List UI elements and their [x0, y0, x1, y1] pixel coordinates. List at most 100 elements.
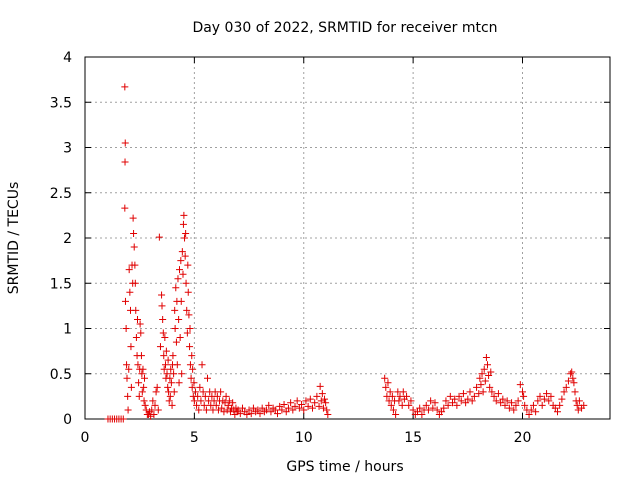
data-point: [293, 397, 301, 405]
data-point: [486, 383, 494, 391]
data-point: [132, 306, 140, 314]
data-point: [166, 374, 174, 382]
data-point: [121, 297, 129, 305]
data-point: [121, 158, 129, 166]
data-point: [570, 379, 578, 387]
y-tick-label: 2.5: [50, 186, 72, 202]
data-point: [568, 368, 576, 376]
data-point: [398, 401, 406, 409]
data-point: [160, 365, 168, 373]
data-point: [295, 404, 303, 412]
data-point: [202, 406, 210, 414]
data-point: [573, 401, 581, 409]
data-point: [201, 392, 209, 400]
data-point: [319, 404, 327, 412]
data-point: [267, 408, 275, 416]
data-point: [567, 370, 575, 378]
y-tick-label: 1: [63, 322, 72, 338]
data-point: [188, 352, 196, 360]
data-point: [431, 399, 439, 407]
data-point: [508, 399, 516, 407]
data-point: [127, 383, 135, 391]
data-point: [125, 266, 133, 274]
data-point: [442, 397, 450, 405]
data-point: [119, 415, 127, 423]
y-tick-label: 1.5: [50, 276, 72, 292]
data-point: [131, 279, 139, 287]
data-point: [204, 374, 211, 382]
data-point: [138, 370, 146, 378]
data-point: [179, 220, 187, 228]
data-point: [571, 388, 579, 396]
data-point: [174, 275, 182, 283]
data-point: [247, 410, 255, 418]
data-point: [459, 390, 467, 398]
data-point: [488, 388, 496, 396]
data-point: [514, 397, 522, 405]
data-point: [173, 361, 181, 369]
data-point: [182, 279, 190, 287]
data-point: [140, 397, 148, 405]
data-point: [429, 404, 437, 412]
data-point: [254, 406, 262, 414]
data-point: [547, 392, 555, 400]
data-point: [271, 406, 279, 414]
data-point: [558, 395, 566, 403]
data-point: [179, 270, 187, 278]
data-point: [212, 401, 220, 409]
data-point: [405, 401, 413, 409]
data-point: [198, 361, 206, 369]
data-point: [302, 397, 310, 405]
data-point: [178, 248, 186, 256]
data-point: [316, 382, 324, 390]
x-tick-label: 20: [514, 430, 532, 446]
data-point: [158, 302, 166, 310]
data-point: [313, 392, 321, 400]
data-point: [306, 395, 314, 403]
data-point: [127, 343, 135, 351]
axis-ticks: [84, 56, 610, 420]
data-point: [177, 297, 185, 305]
data-point: [190, 379, 198, 387]
data-point: [187, 374, 195, 382]
data-point: [473, 383, 481, 391]
y-tick-label: 3.5: [50, 95, 72, 111]
data-point: [532, 408, 540, 416]
data-point: [178, 370, 186, 378]
data-point: [161, 334, 169, 342]
data-point: [389, 406, 397, 414]
data-point: [520, 392, 528, 400]
y-tick-label: 2: [63, 231, 72, 247]
data-point: [186, 325, 194, 332]
data-point: [282, 408, 290, 416]
data-point: [138, 388, 146, 396]
data-point: [180, 211, 188, 219]
data-point: [482, 353, 490, 361]
data-point: [494, 390, 502, 398]
data-point: [475, 390, 483, 398]
data-point: [492, 397, 500, 405]
data-point: [124, 406, 132, 414]
data-point: [407, 397, 415, 405]
data-point: [478, 370, 486, 378]
data-point: [217, 388, 225, 396]
data-point: [512, 401, 520, 409]
data-point: [501, 401, 509, 409]
data-point: [135, 392, 143, 400]
data-point: [453, 401, 461, 409]
data-point: [543, 390, 551, 398]
data-point: [236, 410, 244, 418]
data-point: [392, 410, 400, 418]
data-point: [298, 401, 306, 409]
data-point: [311, 399, 319, 407]
data-point: [278, 406, 286, 414]
data-point: [403, 392, 411, 400]
chart-title: Day 030 of 2022, SRMTID for receiver mtc…: [192, 20, 497, 36]
data-point: [315, 402, 323, 410]
data-point: [148, 406, 156, 414]
data-point: [214, 406, 222, 414]
data-point: [424, 406, 432, 414]
x-tick-labels: 0 5 10 15 20: [81, 430, 532, 446]
y-axis-label: SRMTID / TECUs: [6, 182, 22, 295]
data-point: [449, 399, 456, 407]
